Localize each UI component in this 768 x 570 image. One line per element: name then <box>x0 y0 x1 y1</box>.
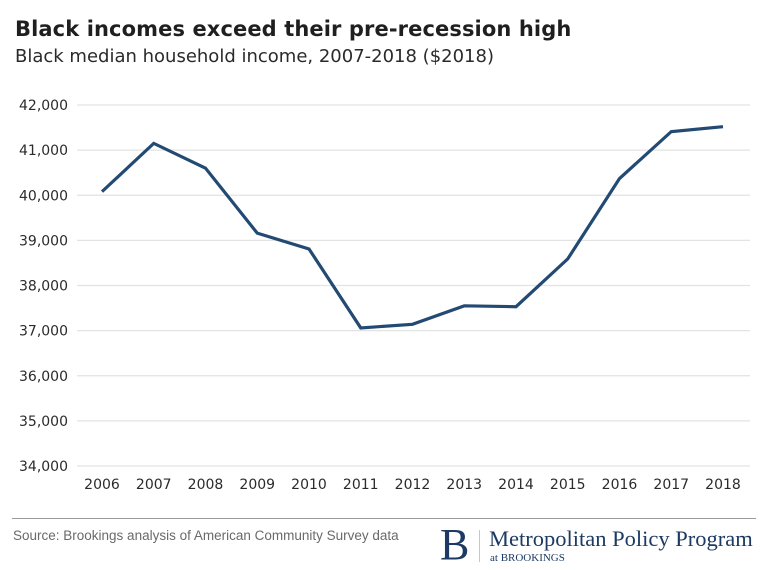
program-subtitle: at BROOKINGS <box>490 552 565 564</box>
gridlines <box>77 104 750 467</box>
y-tick-label: 42,000 <box>19 98 68 114</box>
y-tick-label: 36,000 <box>19 369 68 385</box>
x-tick-label: 2011 <box>343 477 379 493</box>
x-tick-label: 2009 <box>239 477 275 493</box>
x-tick-label: 2010 <box>291 477 327 493</box>
chart-title: Black incomes exceed their pre-recession… <box>15 17 572 41</box>
y-tick-label: 38,000 <box>19 279 68 295</box>
y-tick-label: 37,000 <box>19 324 68 340</box>
series-layer <box>100 125 724 330</box>
x-tick-label: 2018 <box>705 477 741 493</box>
y-tick-label: 41,000 <box>19 143 68 159</box>
x-tick-label: 2007 <box>136 477 172 493</box>
y-tick-label: 35,000 <box>19 414 68 430</box>
x-axis-ticks: 2006 2007 2008 2009 2010 2011 2012 2013 2014 2015… <box>84 477 741 493</box>
brookings-logo-icon: B <box>440 520 470 569</box>
x-tick-label: 2016 <box>602 477 638 493</box>
y-tick-label: 40,000 <box>19 188 68 204</box>
program-name: Metropolitan Policy Program <box>489 526 753 551</box>
x-tick-label: 2017 <box>653 477 689 493</box>
logo-separator <box>479 530 480 562</box>
series-line <box>100 125 724 330</box>
y-tick-label: 39,000 <box>19 233 68 249</box>
x-tick-label: 2012 <box>395 477 431 493</box>
x-tick-label: 2013 <box>446 477 482 493</box>
source-note: Source: Brookings analysis of American C… <box>13 528 399 543</box>
x-tick-label: 2014 <box>498 477 534 493</box>
x-tick-label: 2008 <box>188 477 224 493</box>
footer-divider <box>12 518 756 519</box>
x-tick-label: 2015 <box>550 477 586 493</box>
line-chart: 34,000 35,000 36,000 37,000 38,000 39,000 40,0… <box>19 98 750 493</box>
chart-subtitle: Black median household income, 2007-2018… <box>15 46 494 67</box>
y-tick-label: 34,000 <box>19 459 68 475</box>
x-tick-label: 2006 <box>84 477 120 493</box>
y-axis-ticks: 34,000 35,000 36,000 37,000 38,000 39,000 40,0… <box>19 98 68 475</box>
